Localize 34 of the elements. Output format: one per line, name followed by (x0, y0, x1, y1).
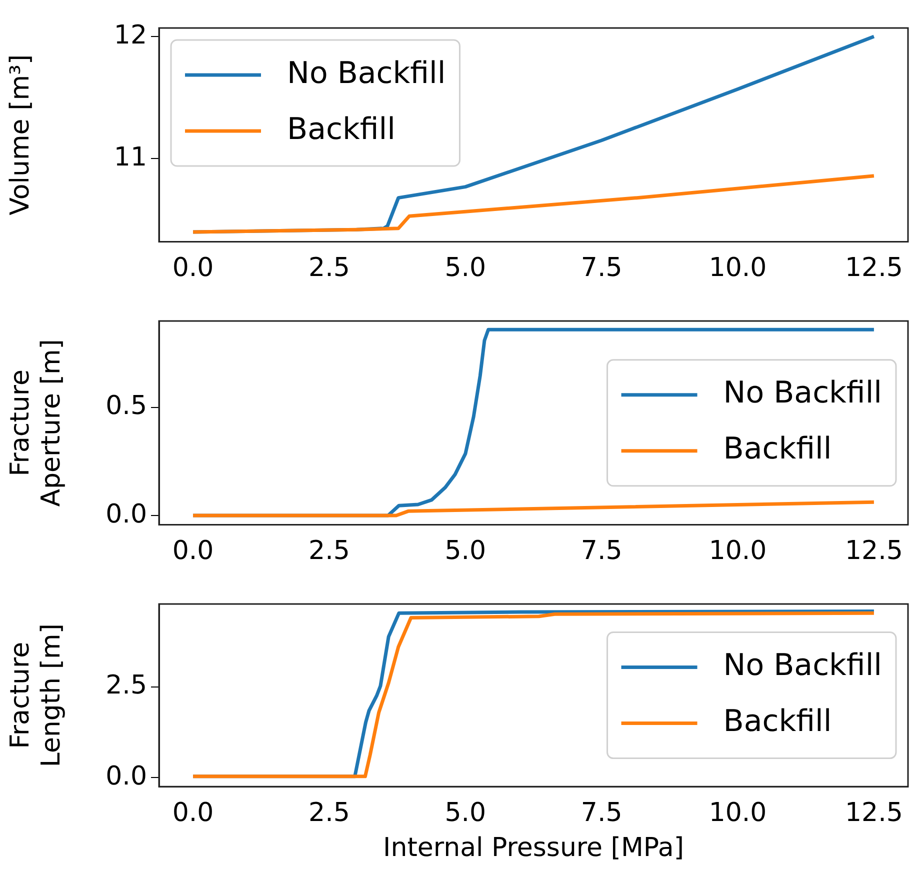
x-tick-label: 2.5 (308, 253, 350, 284)
x-tick-label: 10.0 (708, 798, 767, 828)
legend-label: Backfill (723, 704, 832, 740)
x-tick-label: 7.5 (580, 536, 622, 566)
x-tick-label: 2.5 (308, 536, 350, 566)
x-tick-label: 0.0 (172, 536, 214, 566)
x-tick-label: 10.0 (708, 536, 767, 566)
y-tick-label: 12 (114, 20, 147, 50)
y-tick-label: 0.5 (106, 391, 147, 422)
x-tick-label: 12.5 (845, 798, 903, 828)
y-axis-title: Fracture Aperture [m] (5, 339, 67, 507)
x-tick-label: 2.5 (308, 798, 350, 828)
y-tick-label: 0.0 (106, 499, 147, 530)
legend-label: No Backfill (723, 376, 882, 411)
y-axis-title: Volume [m³] (5, 54, 36, 216)
x-tick-label: 12.5 (845, 536, 903, 566)
x-tick-label: 5.0 (444, 798, 486, 828)
y-tick-label: 2.5 (106, 670, 147, 701)
y-tick-label: 11 (114, 142, 147, 172)
legend-label: Backfill (287, 112, 396, 147)
x-tick-label: 7.5 (580, 798, 622, 828)
legend-label: No Backfill (287, 56, 446, 91)
x-tick-label: 7.5 (580, 253, 622, 284)
x-tick-label: 0.0 (172, 798, 214, 828)
y-axis-title: Fracture Length [m] (5, 624, 67, 768)
x-tick-label: 0.0 (172, 253, 214, 284)
legend-label: No Backfill (723, 648, 882, 684)
x-tick-label: 5.0 (444, 536, 486, 566)
x-tick-label: 5.0 (444, 253, 486, 284)
x-tick-label: 10.0 (708, 253, 767, 284)
legend-label: Backfill (723, 432, 832, 467)
y-tick-label: 0.0 (106, 761, 147, 792)
x-tick-label: 12.5 (845, 253, 903, 284)
x-axis-title: Internal Pressure [MPa] (383, 833, 684, 864)
